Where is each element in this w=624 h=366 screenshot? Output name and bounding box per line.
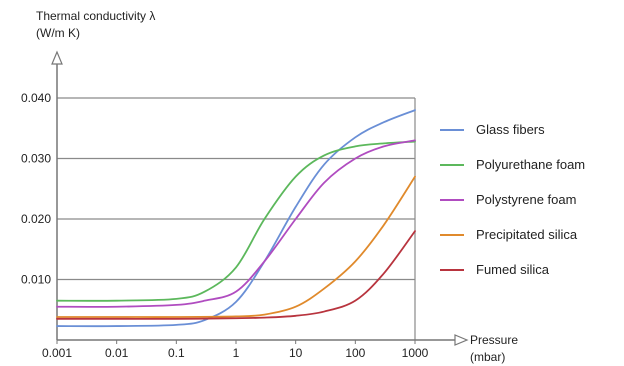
x-tick-label: 1 [233, 346, 240, 360]
x-tick-label: 100 [345, 346, 365, 360]
x-axis-arrow-icon [454, 334, 469, 346]
x-tick-label: 0.01 [105, 346, 129, 360]
y-tick-label: 0.020 [21, 212, 51, 226]
y-axis-arrow-icon [51, 50, 63, 65]
y-tick-label: 0.030 [21, 152, 51, 166]
legend-label: Polystyrene foam [476, 192, 576, 207]
y-tick-label: 0.010 [21, 273, 51, 287]
series-line-polyurethane-foam [56, 140, 416, 302]
legend-label: Glass fibers [476, 122, 545, 137]
y-tick-label: 0.040 [21, 91, 51, 105]
legend-label: Polyurethane foam [476, 157, 585, 172]
series-lines [56, 109, 416, 328]
y-axis-label-line2: (W/m K) [36, 26, 80, 40]
x-axis-label-line1: Pressure [470, 333, 518, 347]
x-tick-label: 0.1 [168, 346, 185, 360]
series-line-fumed-silica [56, 230, 416, 320]
series-line-polystyrene-foam [56, 139, 416, 308]
x-tick-label: 10 [289, 346, 303, 360]
legend-label: Precipitated silica [476, 227, 578, 242]
tick-labels: 0.010 0.020 0.030 0.040 0.001 0.01 0.1 1 10 100 10… [21, 91, 429, 360]
series-line-glass-fibers [56, 109, 416, 328]
x-tick-label: 0.001 [42, 346, 72, 360]
legend: Glass fibers Polyurethane foam Polystyrene… [440, 122, 585, 277]
legend-label: Fumed silica [476, 262, 550, 277]
x-axis-label-line2: (mbar) [470, 350, 505, 364]
grid-lines [57, 97, 416, 340]
series-line-precipitated-silica [56, 175, 416, 318]
x-tick-label: 1000 [402, 346, 429, 360]
y-axis-label-line1: Thermal conductivity λ [36, 9, 155, 23]
